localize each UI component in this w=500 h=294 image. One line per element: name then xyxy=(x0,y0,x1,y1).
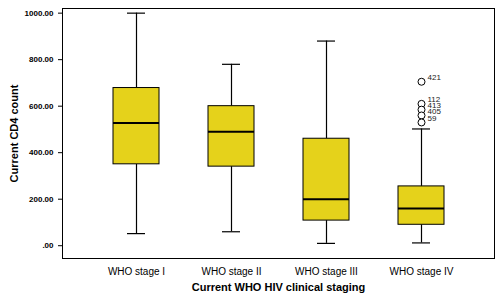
svg-text:59: 59 xyxy=(428,114,437,123)
svg-text:WHO stage II: WHO stage II xyxy=(201,266,261,277)
svg-text:600.00: 600.00 xyxy=(29,102,54,111)
svg-text:413: 413 xyxy=(427,101,441,111)
svg-text:WHO stage I: WHO stage I xyxy=(108,266,165,277)
svg-text:421: 421 xyxy=(428,73,442,82)
svg-text:WHO stage IV: WHO stage IV xyxy=(390,266,454,277)
svg-text:1000.00: 1000.00 xyxy=(25,9,54,18)
svg-text:WHO stage III: WHO stage III xyxy=(295,266,358,277)
svg-text:112: 112 xyxy=(427,95,441,105)
svg-text:400.00: 400.00 xyxy=(29,148,54,157)
svg-text:Current CD4 count: Current CD4 count xyxy=(8,84,20,182)
svg-text:Current WHO HIV clinical stagi: Current WHO HIV clinical staging xyxy=(192,281,366,293)
svg-text:405: 405 xyxy=(427,107,441,116)
svg-text:.00: .00 xyxy=(42,241,54,250)
svg-text:800.00: 800.00 xyxy=(29,55,54,64)
svg-text:200.00: 200.00 xyxy=(29,195,54,204)
